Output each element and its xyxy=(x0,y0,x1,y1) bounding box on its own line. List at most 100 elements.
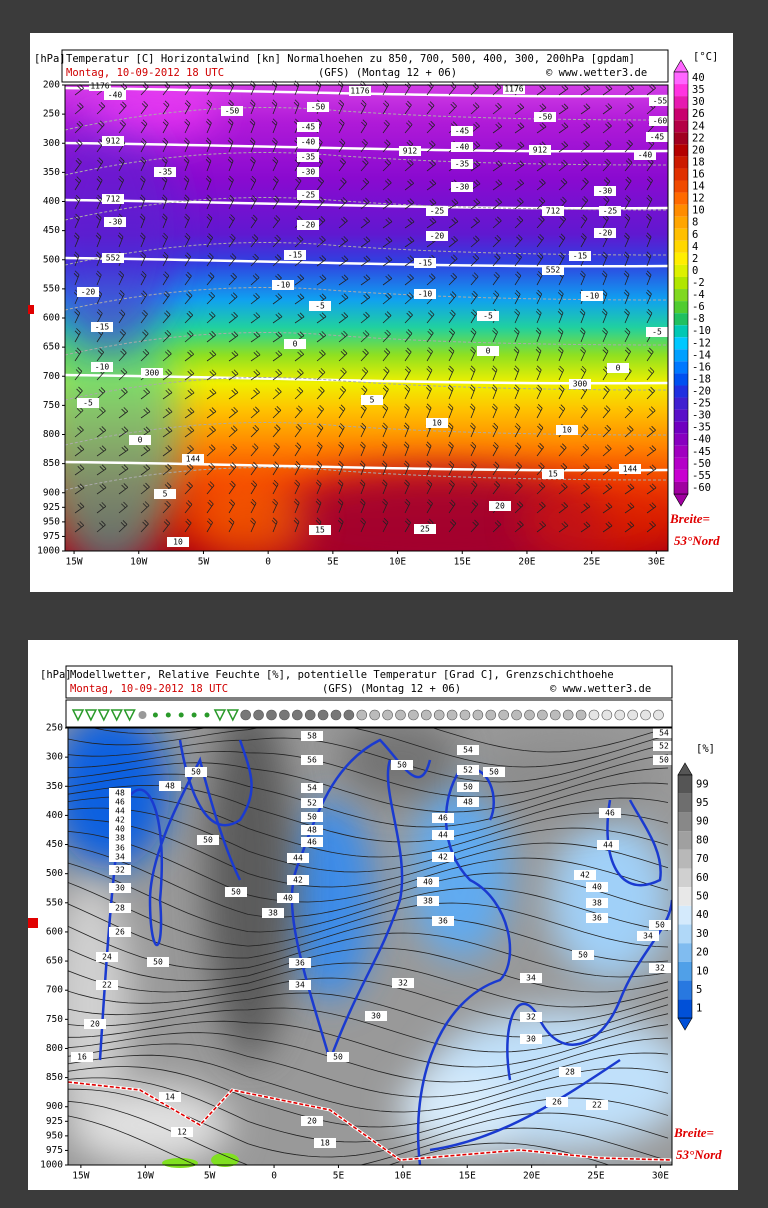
contour-label: 50 xyxy=(489,768,499,777)
y-tick-label: 975 xyxy=(46,1145,63,1156)
colorbar-swatch xyxy=(674,108,688,121)
colorbar-label: -14 xyxy=(692,349,711,361)
wind-barb xyxy=(404,159,414,172)
label-bg xyxy=(520,1034,542,1044)
label-bg xyxy=(520,973,542,983)
label-bg xyxy=(301,731,323,741)
wind-barb xyxy=(492,327,498,343)
wind-barb xyxy=(470,253,480,267)
wind-barb xyxy=(140,388,151,400)
colorbar-swatch xyxy=(674,397,688,410)
wind-barb xyxy=(426,140,436,153)
label-bg xyxy=(417,877,439,887)
wind-barb xyxy=(96,502,107,514)
label-bg xyxy=(301,812,323,822)
weather-symbol xyxy=(152,712,158,718)
wind-barb xyxy=(95,270,102,286)
wind-barb xyxy=(96,102,106,115)
wind-barb xyxy=(162,500,171,514)
contour-label: 144 xyxy=(186,455,201,464)
y-tick-label: 750 xyxy=(46,1014,63,1025)
label-bg xyxy=(109,833,131,843)
contour-label: -15 xyxy=(288,251,303,260)
contour-label: -40 xyxy=(638,151,653,160)
wind-barb xyxy=(601,251,608,267)
wind-barb xyxy=(250,253,259,267)
wind-barb xyxy=(139,194,146,210)
wind-barb xyxy=(492,290,500,305)
date: Montag, 10-09-2012 18 UTC xyxy=(66,67,224,79)
isentrope xyxy=(68,1066,669,1128)
label-bg xyxy=(542,265,564,275)
wind-barb xyxy=(360,158,369,172)
wind-barb xyxy=(404,384,411,400)
wind-barb xyxy=(536,160,547,172)
weather-symbol xyxy=(240,709,251,721)
wind-barb xyxy=(228,175,234,191)
y-tick-label: 300 xyxy=(43,138,60,149)
wind-barb xyxy=(404,255,415,267)
wind-barb xyxy=(403,422,410,438)
wind-barb xyxy=(381,422,388,438)
wind-barb xyxy=(338,216,348,229)
wind-barb xyxy=(139,175,146,191)
wind-barb xyxy=(470,346,476,362)
wind-barb xyxy=(206,518,213,533)
wind-barb xyxy=(580,196,589,210)
wind-barb xyxy=(184,118,191,134)
colorbar-swatch xyxy=(674,96,688,109)
wind-barb xyxy=(624,444,634,457)
label-bg xyxy=(399,146,421,156)
wind-barb xyxy=(184,518,192,533)
wind-barb xyxy=(73,251,80,267)
weather-symbol xyxy=(369,709,381,721)
wind-barb xyxy=(602,103,613,115)
wind-barb xyxy=(228,499,236,514)
contour-label: -50 xyxy=(538,113,553,122)
x-tick-label: 25E xyxy=(587,1171,604,1182)
wind-barb xyxy=(184,310,194,324)
wind-barb xyxy=(360,330,370,343)
wind-barb xyxy=(447,384,454,400)
label-bg xyxy=(109,843,131,853)
colorbar-swatch xyxy=(674,84,688,97)
wind-barb xyxy=(646,445,657,457)
wind-barb xyxy=(448,309,456,324)
wind-barb xyxy=(557,346,564,362)
wind-barb xyxy=(250,369,261,381)
label-bg xyxy=(109,815,131,825)
label-bg xyxy=(426,206,448,216)
wind-barb xyxy=(601,270,608,286)
contour-label: -15 xyxy=(573,252,588,261)
wind-barb xyxy=(228,443,238,457)
wind-barb xyxy=(118,101,127,115)
x-tick-label: 5E xyxy=(327,557,339,568)
wind-barb xyxy=(139,232,146,248)
contour-label: 40 xyxy=(592,883,602,892)
wind-barb xyxy=(536,423,544,438)
wind-barb xyxy=(118,387,128,400)
weather-symbol xyxy=(204,712,210,718)
wind-barb xyxy=(316,423,324,438)
wind-barb xyxy=(624,425,634,438)
wind-barb xyxy=(646,289,652,305)
wind-barb xyxy=(404,479,410,495)
label-bg xyxy=(307,102,329,112)
label-bg xyxy=(361,395,383,405)
wind-barb xyxy=(250,234,259,248)
x-tick-label: 30E xyxy=(648,557,665,568)
wind-barb xyxy=(205,137,212,153)
colorbar-label: 40 xyxy=(696,909,709,921)
contour-label: 50 xyxy=(307,813,317,822)
wind-barb xyxy=(338,386,347,400)
colorbar-label: 2 xyxy=(692,253,698,265)
colorbar-swatch xyxy=(678,812,692,832)
wind-barb xyxy=(360,178,370,191)
wind-barb xyxy=(272,461,280,476)
label-bg xyxy=(637,931,659,941)
wind-barb xyxy=(184,330,194,343)
contour-label: 52 xyxy=(463,766,473,775)
wind-barb xyxy=(514,141,525,153)
label-bg xyxy=(581,291,603,301)
